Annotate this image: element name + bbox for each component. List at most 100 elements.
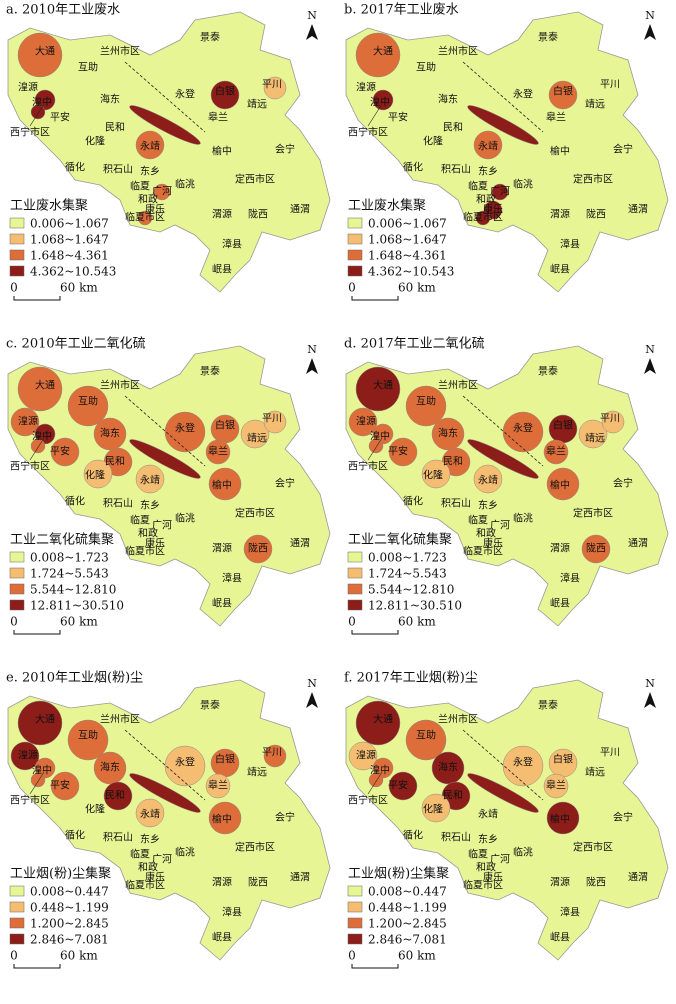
region [263,744,287,768]
region [543,439,569,465]
place-label: 陇西 [248,542,268,555]
region [153,183,171,201]
place-label: 兰州市区 [438,713,478,726]
legend-label: 1.724~5.543 [30,567,109,581]
legend-swatch [347,217,363,229]
place-label: 临夏市区 [125,879,165,892]
place-label: 东乡 [478,165,498,178]
legend-swatch [347,551,363,563]
region [601,410,625,434]
place-label: 积石山 [441,832,471,844]
region [67,719,109,761]
legend-swatch [347,265,363,277]
place-label: 广河 [152,854,172,866]
legend-label: 0.008~1.723 [30,551,109,565]
place-label: 和政 [476,527,496,540]
legend-swatch [9,249,25,261]
region [240,419,270,449]
region [348,407,378,437]
place-label: 湟源 [18,81,38,94]
place-label: 景泰 [538,31,558,44]
place-label: 广河 [152,186,172,198]
legend-swatch [9,265,25,277]
place-label: 康乐 [145,537,165,550]
scale-bar [351,964,399,969]
region [93,751,127,785]
place-label: 互助 [78,729,98,742]
place-label: 西宁市区 [348,126,388,139]
region [355,32,401,78]
place-label: 临夏市区 [125,211,165,224]
place-label: 和政 [476,861,496,874]
place-label: 通渭 [628,204,648,216]
legend-label: 1.068~1.647 [368,233,447,247]
place-label: 互助 [416,729,436,742]
place-label: 互助 [416,395,436,408]
place-label: 广河 [490,520,510,532]
place-label: 永靖 [478,474,498,487]
place-label: 循化 [65,829,85,842]
place-label: 兰州市区 [100,45,140,58]
region [210,80,240,110]
legend-label: 1.724~5.543 [368,567,447,581]
north-arrow [644,358,656,374]
place-label: 海东 [100,761,120,774]
north-arrow [306,692,318,708]
place-label: 广河 [152,520,172,532]
place-label: 渭源 [212,876,232,889]
region [50,771,80,801]
place-label: 岷县 [212,932,232,944]
place-label: 景泰 [200,31,220,44]
panel-title: e. 2010年工业烟(粉)尘 [6,671,143,686]
place-label: 兰州市区 [438,379,478,392]
region [405,385,447,427]
region [243,534,273,564]
place-label: 白银 [553,419,573,432]
region [103,781,133,811]
legend-title: 工业烟(粉)尘集聚 [10,866,111,882]
legend-swatch [9,917,25,929]
north-arrow [306,358,318,374]
region [372,423,394,445]
place-label: 民和 [105,122,125,134]
north-label: N [645,343,655,356]
leader-line [462,729,544,801]
place-label: 榆中 [550,479,570,492]
region [263,76,287,100]
place-label: 会宁 [275,811,295,824]
place-label: 湟中 [370,430,390,443]
legend-title: 工业烟(粉)尘集聚 [348,866,449,882]
place-label: 东乡 [140,165,160,178]
legend-swatch [347,917,363,929]
place-label: 定西市区 [573,841,613,854]
legend-swatch [347,599,363,611]
legend-label: 0.008~0.447 [30,885,109,899]
region [34,757,56,779]
place-label: 岷县 [550,932,570,944]
region [388,437,418,467]
region [135,130,165,160]
place-label: 白银 [215,85,235,98]
legend-swatch [9,885,25,897]
region [129,439,201,479]
place-label: 民和 [105,790,125,802]
legend-label: 5.544~12.810 [30,583,116,597]
north-arrow [306,24,318,40]
place-label: 漳县 [560,572,580,585]
region [368,772,384,788]
place-label: 永登 [175,756,195,769]
place-label: 民和 [443,790,463,802]
legend-swatch [347,249,363,261]
leader-line [124,61,206,133]
place-label: 临夏 [130,180,150,193]
legend-label: 5.544~12.810 [368,583,454,597]
scale-label: 60 km [60,949,98,963]
place-label: 会宁 [275,143,295,156]
place-label: 互助 [78,61,98,74]
place-label: 靖远 [247,98,267,111]
place-label: 景泰 [538,365,558,378]
legend-swatch [9,933,25,945]
north-arrow [644,692,656,708]
